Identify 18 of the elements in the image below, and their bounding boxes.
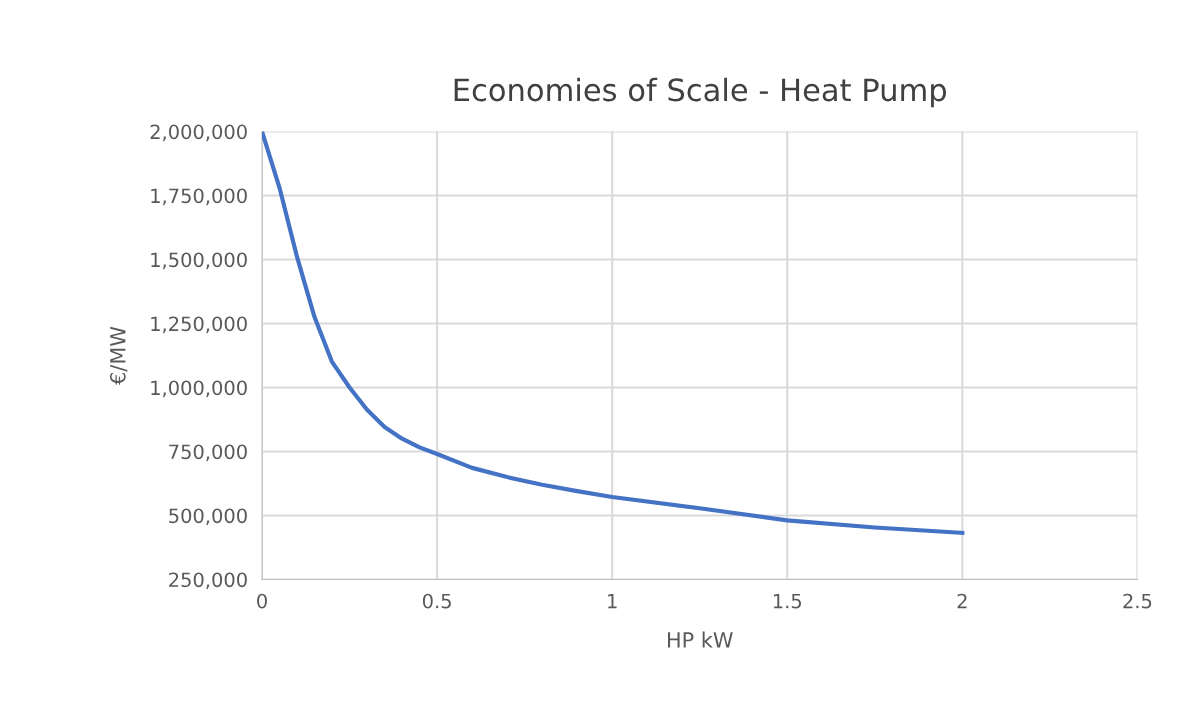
y-axis-title: €/MW xyxy=(109,326,128,385)
x-axis-title: HP kW xyxy=(668,631,733,648)
y-tick-label: 1,000,000 xyxy=(151,380,247,398)
x-tick-label: 0 xyxy=(257,593,267,609)
chart-title: Economies of Scale - Heat Pump xyxy=(454,77,947,108)
line-series xyxy=(262,131,965,535)
x-tick-label: 2.5 xyxy=(1123,593,1152,609)
y-tick-label: 500,000 xyxy=(169,508,247,526)
x-tick-label: 2 xyxy=(957,593,967,609)
y-tick-label: 750,000 xyxy=(169,444,247,462)
y-tick-label: 1,750,000 xyxy=(151,188,247,206)
y-tick-label: 2,000,000 xyxy=(150,124,247,142)
y-tick-label: 1,250,000 xyxy=(151,316,247,334)
x-tick-label: 1.5 xyxy=(773,593,802,609)
y-tick-label: 1,500,000 xyxy=(151,252,247,270)
x-tick-label: 1 xyxy=(608,593,617,609)
y-tick-label: 250,000 xyxy=(169,572,247,590)
x-tick-label: 0.5 xyxy=(422,593,451,609)
